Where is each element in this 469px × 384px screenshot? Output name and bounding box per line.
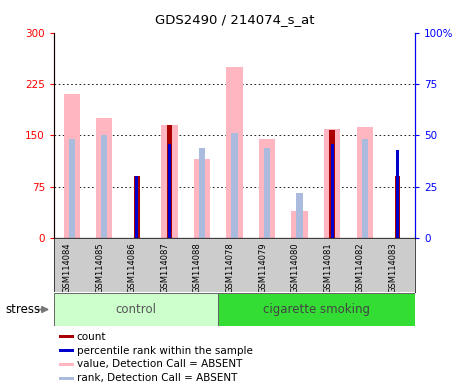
Bar	[362, 139, 368, 238]
Bar	[136, 177, 138, 238]
Text: control: control	[115, 303, 157, 316]
Bar	[69, 139, 75, 238]
Bar	[96, 118, 113, 238]
Bar	[194, 159, 210, 238]
Text: count: count	[76, 332, 106, 342]
Bar	[168, 144, 171, 238]
Text: percentile rank within the sample: percentile rank within the sample	[76, 346, 252, 356]
Text: GSM114078: GSM114078	[226, 242, 234, 293]
Text: GDS2490 / 214074_s_at: GDS2490 / 214074_s_at	[155, 13, 314, 26]
Text: cigarette smoking: cigarette smoking	[263, 303, 370, 316]
Bar	[394, 177, 400, 238]
Bar	[331, 144, 333, 238]
Text: value, Detection Call = ABSENT: value, Detection Call = ABSENT	[76, 359, 242, 369]
Bar	[231, 133, 238, 238]
Bar	[291, 211, 308, 238]
Text: GSM114084: GSM114084	[63, 242, 72, 293]
Bar	[59, 377, 74, 380]
Text: GSM114083: GSM114083	[388, 242, 397, 293]
Bar	[296, 193, 303, 238]
Bar	[134, 177, 139, 238]
Bar	[59, 335, 74, 338]
Bar	[396, 150, 399, 238]
Bar	[259, 139, 275, 238]
Bar	[59, 363, 74, 366]
Text: GSM114082: GSM114082	[356, 242, 364, 293]
Bar	[59, 349, 74, 352]
Bar	[356, 127, 373, 238]
Text: GSM114081: GSM114081	[323, 242, 332, 293]
Bar	[324, 129, 340, 238]
Bar	[227, 67, 242, 238]
Bar	[199, 148, 205, 238]
Text: GSM114085: GSM114085	[95, 242, 105, 293]
Text: GSM114080: GSM114080	[291, 242, 300, 293]
Text: GSM114087: GSM114087	[160, 242, 169, 293]
Bar	[167, 125, 172, 238]
Bar	[54, 293, 218, 326]
Text: GSM114079: GSM114079	[258, 242, 267, 293]
Bar	[161, 125, 178, 238]
Text: GSM114088: GSM114088	[193, 242, 202, 293]
Text: stress: stress	[6, 303, 41, 316]
Bar	[330, 130, 335, 238]
Bar	[64, 94, 80, 238]
Bar	[101, 136, 107, 238]
Text: rank, Detection Call = ABSENT: rank, Detection Call = ABSENT	[76, 373, 237, 383]
Bar	[218, 293, 415, 326]
Text: GSM114086: GSM114086	[128, 242, 137, 293]
Bar	[264, 148, 270, 238]
